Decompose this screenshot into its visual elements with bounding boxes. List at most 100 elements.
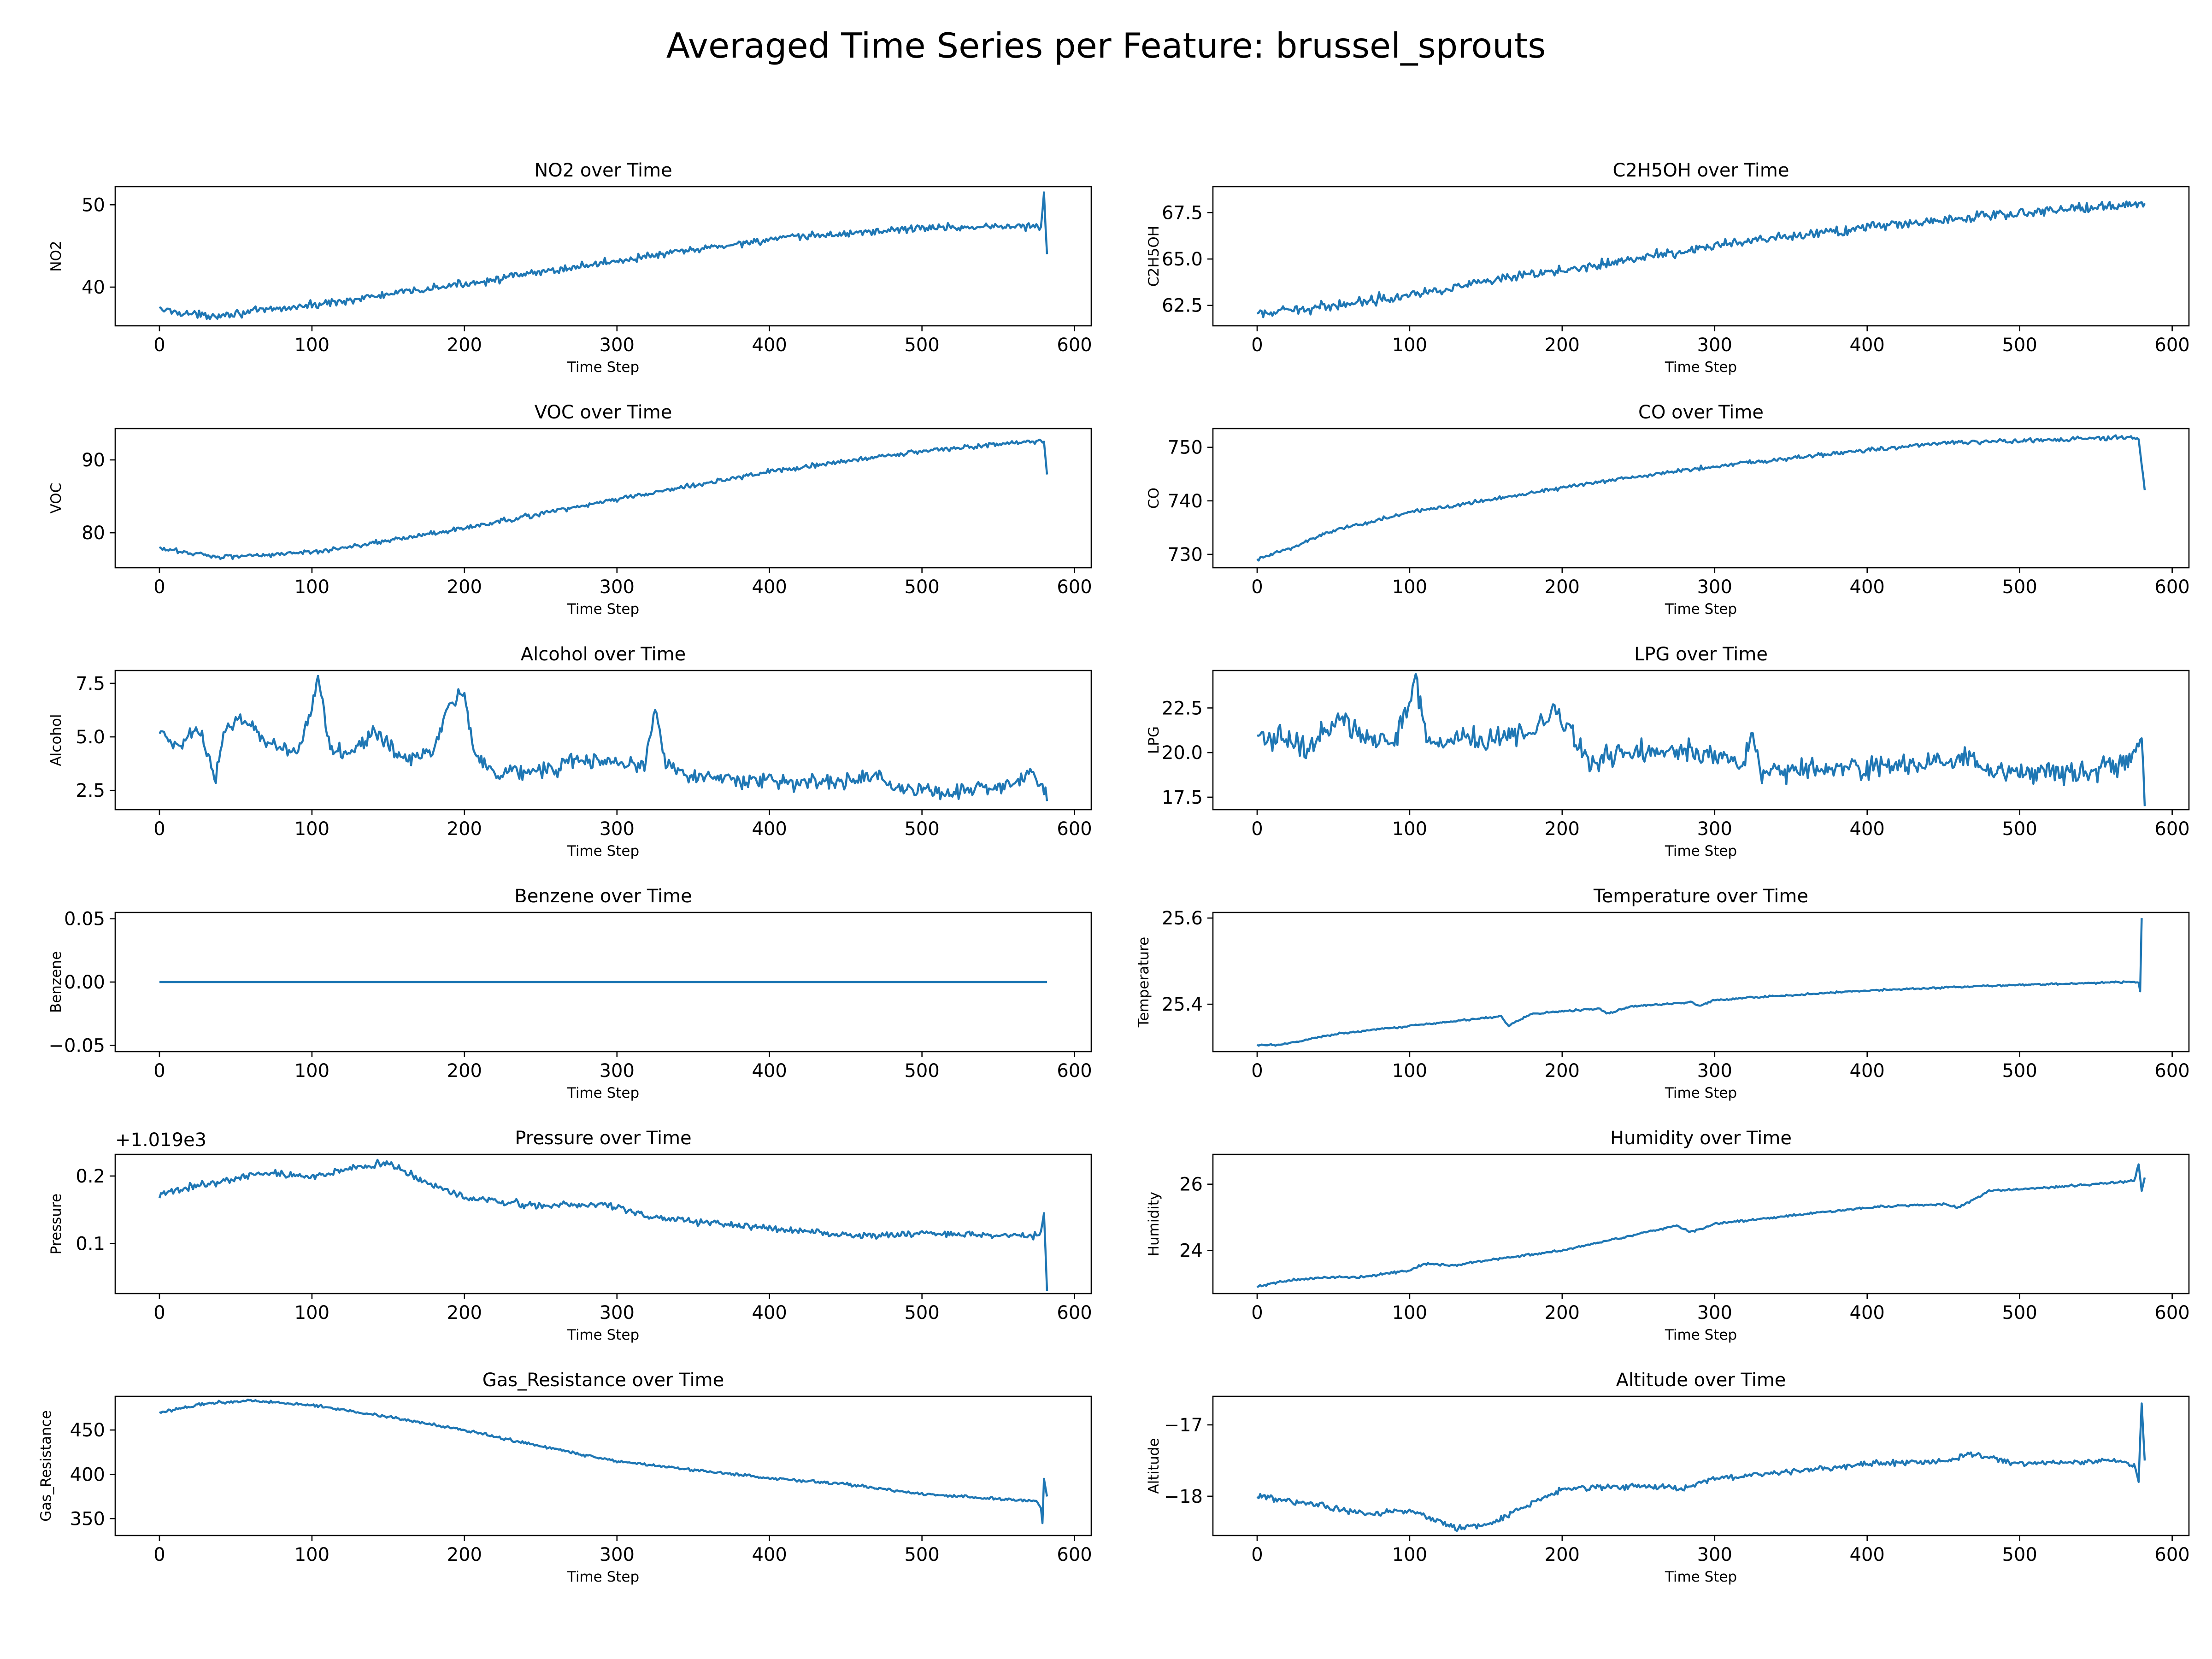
subplot-12: Altitude over Time 0 100 200 300 400 500 600 −18… <box>1146 1370 2190 1585</box>
y-axis-label: Alcohol <box>48 714 65 766</box>
y-tick-label: 730 <box>1168 544 1203 565</box>
x-tick-label: 200 <box>447 1060 482 1082</box>
y-axis-label: Temperature <box>1135 937 1152 1028</box>
x-tick-label: 100 <box>1392 1060 1427 1082</box>
x-tick-label: 300 <box>1697 335 1732 356</box>
x-tick-label: 600 <box>1057 818 1092 840</box>
x-tick-label: 400 <box>752 577 787 598</box>
subplot-6: LPG over Time 0 100 200 300 400 500 600 17.5 20.0… <box>1146 644 2190 859</box>
y-tick-label: −17 <box>1164 1415 1203 1436</box>
subplot-10: Humidity over Time 0 100 200 300 400 500 600 24 2… <box>1146 1128 2190 1343</box>
x-tick-label: 600 <box>2154 1060 2189 1082</box>
x-tick-label: 600 <box>1057 577 1092 598</box>
y-axis-label: CO <box>1146 488 1162 509</box>
subplot-1: NO2 over Time 0 100 200 300 400 500 600 40 50 Time… <box>48 160 1092 376</box>
axes-frame <box>114 1153 1092 1294</box>
y-tick-label: 0.05 <box>64 909 105 930</box>
y-axis-label: Humidity <box>1146 1192 1162 1257</box>
x-tick-label: 300 <box>1697 1302 1732 1324</box>
x-tick-label: 500 <box>904 1302 939 1324</box>
x-tick-label: 0 <box>1251 577 1263 598</box>
subplot-7: Benzene over Time 0 100 200 300 400 500 600 −0.0… <box>48 886 1092 1101</box>
subplot-11: Gas_Resistance over Time 0 100 200 300 400 500… <box>38 1370 1092 1585</box>
x-tick-label: 100 <box>294 335 329 356</box>
x-tick-label: 400 <box>752 818 787 840</box>
subplots: NO2 over Time 0 100 200 300 400 500 600 40 50 Time… <box>38 160 2190 1585</box>
subplot-5: Alcohol over Time 0 100 200 300 400 500 600 2.5 5… <box>48 644 1092 859</box>
x-tick-label: 400 <box>1850 818 1885 840</box>
x-tick-label: 300 <box>1697 1544 1732 1565</box>
y-tick-label: 0.00 <box>64 972 105 993</box>
y-tick-label: 40 <box>82 277 105 298</box>
series-line <box>1256 918 2143 1047</box>
x-axis-label: Time Step <box>567 1569 639 1585</box>
series-line <box>1256 434 2146 562</box>
x-axis-label: Time Step <box>567 601 639 618</box>
x-tick-label: 600 <box>1057 1544 1092 1565</box>
figure-title: Averaged Time Series per Feature: brusse… <box>666 25 1546 66</box>
subplot-title: Altitude over Time <box>1616 1370 1786 1391</box>
x-tick-label: 100 <box>294 1544 329 1565</box>
x-tick-label: 200 <box>447 577 482 598</box>
x-tick-label: 400 <box>1850 1544 1885 1565</box>
x-tick-label: 100 <box>294 818 329 840</box>
x-tick-label: 500 <box>2002 1302 2037 1324</box>
x-tick-label: 400 <box>752 1060 787 1082</box>
subplot-title: Humidity over Time <box>1610 1128 1792 1149</box>
x-tick-label: 0 <box>153 818 165 840</box>
x-tick-label: 300 <box>1697 577 1732 598</box>
x-tick-label: 600 <box>2154 1544 2189 1565</box>
x-tick-label: 100 <box>294 1060 329 1082</box>
y-tick-label: 62.5 <box>1162 295 1203 317</box>
x-tick-label: 500 <box>904 1544 939 1565</box>
x-tick-label: 100 <box>1392 335 1427 356</box>
x-tick-label: 0 <box>153 577 165 598</box>
y-tick-label: 2.5 <box>76 780 105 801</box>
x-tick-label: 300 <box>600 1544 635 1565</box>
x-axis-label: Time Step <box>1665 1327 1737 1343</box>
y-axis-label: Benzene <box>48 951 65 1013</box>
x-tick-label: 500 <box>904 335 939 356</box>
x-tick-label: 0 <box>153 1060 165 1082</box>
subplot-8: Temperature over Time 0 100 200 300 400 500 600… <box>1135 886 2190 1101</box>
y-tick-label: 350 <box>70 1508 105 1530</box>
y-tick-label: 25.4 <box>1162 994 1203 1015</box>
x-tick-label: 500 <box>2002 1544 2037 1565</box>
y-tick-label: 400 <box>70 1464 105 1485</box>
x-tick-label: 500 <box>904 1060 939 1082</box>
x-tick-label: 400 <box>1850 1302 1885 1324</box>
subplot-2: C2H5OH over Time 0 100 200 300 400 500 600 62.5 6… <box>1146 160 2190 376</box>
x-axis-label: Time Step <box>567 1327 639 1343</box>
x-tick-label: 200 <box>1545 1302 1580 1324</box>
x-tick-label: 0 <box>1251 1544 1263 1565</box>
x-tick-label: 300 <box>600 818 635 840</box>
subplot-9: Pressure over Time 0 100 200 300 400 500 600 0.1… <box>48 1128 1092 1343</box>
x-tick-label: 400 <box>752 1544 787 1565</box>
subplot-title: VOC over Time <box>535 402 672 423</box>
y-tick-label: 450 <box>70 1420 105 1441</box>
y-axis-label: LPG <box>1146 726 1162 754</box>
y-tick-label: 740 <box>1168 491 1203 512</box>
x-axis-label: Time Step <box>567 1085 639 1101</box>
subplot-title: C2H5OH over Time <box>1613 160 1789 181</box>
x-tick-label: 0 <box>153 1544 165 1565</box>
x-tick-label: 400 <box>1850 1060 1885 1082</box>
y-tick-label: 50 <box>82 194 105 216</box>
y-tick-label: 24 <box>1179 1241 1203 1262</box>
x-axis-label: Time Step <box>1665 843 1737 859</box>
x-tick-label: 500 <box>904 577 939 598</box>
axes-frame <box>114 670 1092 811</box>
series-line <box>1256 200 2146 318</box>
x-tick-label: 300 <box>1697 1060 1732 1082</box>
x-tick-label: 300 <box>600 335 635 356</box>
x-tick-label: 200 <box>447 1544 482 1565</box>
y-axis-label: VOC <box>48 483 65 514</box>
y-tick-label: 65.0 <box>1162 249 1203 270</box>
y-axis-label: NO2 <box>48 241 65 271</box>
x-tick-label: 100 <box>1392 1302 1427 1324</box>
x-tick-label: 0 <box>1251 818 1263 840</box>
subplot-title: CO over Time <box>1638 402 1764 423</box>
x-tick-label: 300 <box>600 577 635 598</box>
